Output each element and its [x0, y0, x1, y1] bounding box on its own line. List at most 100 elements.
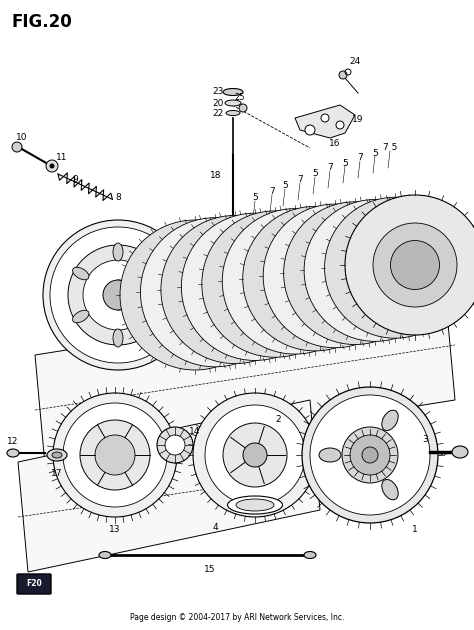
Circle shape	[218, 250, 292, 324]
Text: 23: 23	[212, 88, 224, 96]
Circle shape	[259, 245, 331, 318]
Ellipse shape	[225, 258, 241, 266]
Ellipse shape	[47, 449, 67, 461]
FancyBboxPatch shape	[17, 574, 51, 594]
Polygon shape	[18, 400, 320, 572]
Circle shape	[120, 220, 270, 370]
Circle shape	[157, 427, 193, 463]
Text: 3: 3	[422, 435, 428, 445]
Circle shape	[63, 403, 167, 507]
Ellipse shape	[382, 479, 398, 500]
Ellipse shape	[7, 449, 19, 457]
Ellipse shape	[452, 446, 468, 458]
Circle shape	[238, 248, 311, 321]
Text: 7: 7	[357, 154, 363, 163]
Circle shape	[362, 447, 378, 463]
Circle shape	[50, 227, 186, 363]
Text: 10: 10	[16, 134, 28, 142]
Circle shape	[165, 435, 185, 455]
Text: 16: 16	[329, 139, 341, 147]
Circle shape	[391, 241, 439, 290]
Circle shape	[283, 202, 427, 345]
Text: 21: 21	[212, 258, 224, 266]
Text: 19: 19	[352, 115, 364, 125]
Circle shape	[53, 393, 177, 517]
Text: 2: 2	[275, 416, 281, 425]
Text: 15: 15	[204, 566, 216, 575]
Text: 6: 6	[435, 260, 441, 270]
Ellipse shape	[113, 243, 123, 261]
Ellipse shape	[113, 329, 123, 347]
Text: 25: 25	[235, 93, 245, 103]
Ellipse shape	[382, 410, 398, 430]
Text: 5: 5	[372, 149, 378, 158]
Text: 5: 5	[342, 159, 348, 168]
Ellipse shape	[73, 310, 89, 323]
Ellipse shape	[236, 499, 274, 511]
Text: 12: 12	[7, 437, 18, 447]
Text: 18: 18	[210, 171, 222, 180]
Polygon shape	[295, 105, 355, 138]
Circle shape	[319, 238, 391, 309]
Text: 8: 8	[115, 193, 121, 202]
Ellipse shape	[99, 551, 111, 559]
Ellipse shape	[223, 88, 243, 96]
Text: F20: F20	[26, 580, 42, 588]
Polygon shape	[35, 290, 455, 465]
Text: 1: 1	[412, 525, 418, 534]
Text: 5: 5	[245, 268, 251, 277]
Circle shape	[222, 209, 368, 354]
Circle shape	[223, 423, 287, 487]
Circle shape	[50, 164, 54, 168]
Circle shape	[360, 232, 430, 303]
Ellipse shape	[73, 267, 89, 280]
Circle shape	[310, 395, 430, 515]
Circle shape	[243, 443, 267, 467]
Ellipse shape	[147, 310, 164, 323]
Circle shape	[182, 213, 328, 360]
Circle shape	[321, 114, 329, 122]
Circle shape	[68, 245, 168, 345]
Circle shape	[193, 393, 317, 517]
Circle shape	[263, 204, 407, 348]
Ellipse shape	[225, 100, 241, 106]
Ellipse shape	[226, 110, 240, 115]
Circle shape	[202, 211, 348, 357]
Circle shape	[198, 253, 272, 326]
Text: 22: 22	[212, 108, 224, 118]
Circle shape	[161, 215, 309, 364]
Circle shape	[205, 405, 305, 505]
Text: 17: 17	[51, 469, 63, 479]
Circle shape	[46, 160, 58, 172]
Ellipse shape	[228, 496, 283, 514]
Text: 4: 4	[212, 524, 218, 532]
Circle shape	[43, 220, 193, 370]
Text: 13: 13	[109, 525, 121, 534]
Circle shape	[243, 207, 387, 351]
Text: 5: 5	[252, 193, 258, 202]
Circle shape	[304, 200, 446, 341]
Text: 7: 7	[269, 188, 275, 197]
Circle shape	[239, 104, 247, 112]
Circle shape	[12, 142, 22, 152]
Text: 20: 20	[212, 98, 224, 108]
Circle shape	[95, 435, 135, 475]
Circle shape	[345, 195, 474, 335]
Text: FIG.20: FIG.20	[12, 13, 73, 31]
Text: 14: 14	[189, 428, 201, 437]
Circle shape	[178, 255, 252, 329]
Ellipse shape	[147, 267, 164, 280]
Circle shape	[339, 235, 410, 306]
Ellipse shape	[304, 551, 316, 559]
Text: 7: 7	[297, 176, 303, 185]
Circle shape	[336, 121, 344, 129]
Text: Page design © 2004-2017 by ARI Network Services, Inc.: Page design © 2004-2017 by ARI Network S…	[130, 614, 344, 622]
Circle shape	[299, 240, 371, 312]
Circle shape	[157, 258, 233, 333]
Ellipse shape	[52, 452, 62, 458]
Circle shape	[279, 243, 351, 315]
Circle shape	[305, 125, 315, 135]
Text: 24: 24	[349, 57, 361, 67]
Circle shape	[373, 223, 457, 307]
Circle shape	[302, 387, 438, 523]
